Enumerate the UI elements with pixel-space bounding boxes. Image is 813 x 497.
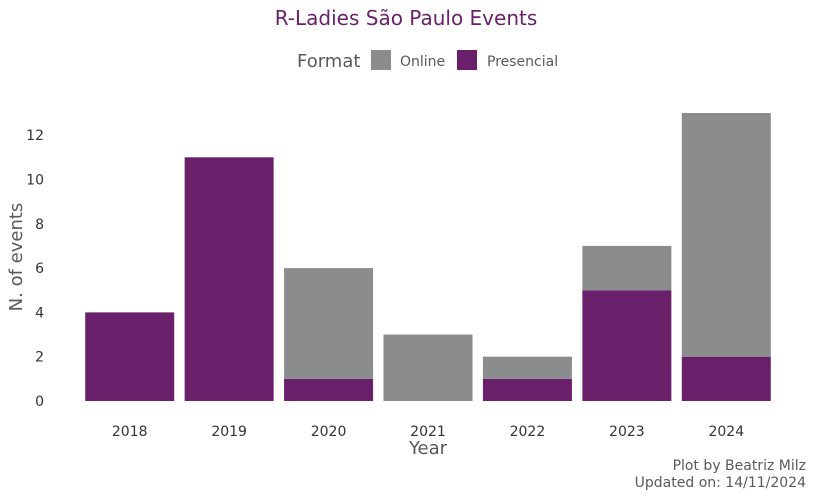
x-axis: 2018 2019 2020 2021 2022 2023 2024 bbox=[112, 424, 744, 440]
y-tick-label-8: 8 bbox=[35, 217, 44, 233]
x-tick-label-2023: 2023 bbox=[609, 424, 645, 440]
bar-online-2022 bbox=[482, 356, 572, 379]
bar-presencial-2023 bbox=[582, 290, 672, 401]
y-axis-title: N. of events bbox=[6, 203, 27, 312]
x-tick-label-2024: 2024 bbox=[708, 424, 744, 440]
legend-label-presencial: Presencial bbox=[487, 54, 558, 70]
x-tick-label-2020: 2020 bbox=[311, 424, 347, 440]
bar-presencial-2022 bbox=[482, 378, 572, 401]
caption-author: Plot by Beatriz Milz bbox=[672, 458, 806, 474]
x-tick-label-2018: 2018 bbox=[112, 424, 148, 440]
y-tick-label-2: 2 bbox=[35, 350, 44, 366]
legend-title: Format bbox=[297, 51, 360, 72]
bar-presencial-2024 bbox=[681, 356, 771, 401]
y-axis: 0 2 4 6 8 10 12 bbox=[26, 128, 44, 410]
y-tick-label-0: 0 bbox=[35, 394, 44, 410]
chart-title: R-Ladies São Paulo Events bbox=[275, 6, 538, 30]
y-tick-label-4: 4 bbox=[35, 305, 44, 321]
y-tick-label-10: 10 bbox=[26, 172, 44, 188]
y-tick-label-12: 12 bbox=[26, 128, 44, 144]
bar-presencial-2019 bbox=[184, 157, 274, 401]
bar-online-2020 bbox=[284, 268, 374, 379]
caption-updated: Updated on: 14/11/2024 bbox=[634, 475, 806, 491]
legend-label-online: Online bbox=[400, 54, 445, 70]
bar-online-2023 bbox=[582, 245, 672, 291]
legend-swatch-online bbox=[371, 50, 391, 70]
x-tick-label-2021: 2021 bbox=[410, 424, 446, 440]
legend-swatch-presencial bbox=[457, 50, 477, 70]
bar-presencial-2020 bbox=[284, 378, 374, 401]
x-axis-title: Year bbox=[408, 438, 448, 459]
x-tick-label-2022: 2022 bbox=[510, 424, 546, 440]
y-tick-label-6: 6 bbox=[35, 261, 44, 277]
x-tick-label-2019: 2019 bbox=[211, 424, 247, 440]
legend: Format Online Presencial bbox=[297, 50, 558, 72]
bar-presencial-2018 bbox=[85, 312, 175, 401]
bar-online-2024 bbox=[681, 113, 771, 357]
plot-area: 0 2 4 6 8 10 12 2018 2019 2020 2021 2022 2023 2024 bbox=[26, 113, 771, 440]
bar-online-2021 bbox=[383, 334, 473, 401]
